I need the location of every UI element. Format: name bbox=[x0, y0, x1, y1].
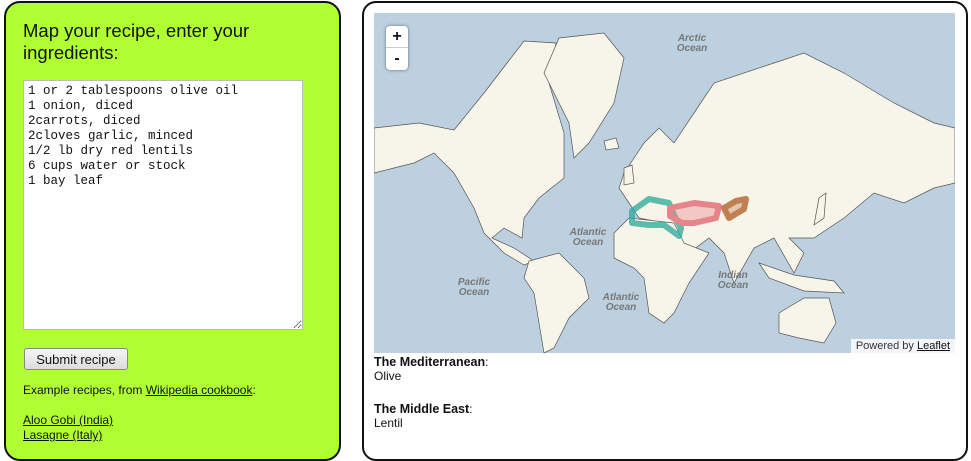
ocean-label: Arctic Ocean bbox=[677, 33, 708, 54]
japan-land bbox=[813, 192, 827, 226]
submit-recipe-button[interactable]: Submit recipe bbox=[24, 348, 128, 370]
wikipedia-cookbook-link[interactable]: Wikipedia cookbook bbox=[145, 383, 253, 397]
africa-land bbox=[613, 217, 710, 324]
result-ingredient: Olive bbox=[374, 369, 402, 383]
recipe-panel: Map your recipe, enter your ingredients:… bbox=[4, 1, 341, 461]
result-ingredient: Lentil bbox=[374, 416, 403, 430]
recipe-link-lasagne[interactable]: Lasagne (Italy) bbox=[23, 428, 103, 442]
zoom-out-button[interactable]: - bbox=[394, 50, 400, 67]
map-tiles: Arctic Ocean Atlantic Ocean Pacific Ocean A… bbox=[374, 32, 955, 353]
result-region: The Mediterranean bbox=[374, 355, 486, 369]
leaflet-link[interactable]: Leaflet bbox=[916, 340, 950, 352]
iceland-land bbox=[603, 137, 620, 151]
result-item: The Mediterranean: Olive bbox=[374, 355, 489, 383]
australia-land bbox=[778, 297, 837, 344]
region-middle-east bbox=[667, 200, 722, 226]
ocean-label: Pacific Ocean bbox=[458, 277, 491, 298]
ingredients-textarea[interactable]: 1 or 2 tablespoons olive oil 1 onion, di… bbox=[23, 80, 303, 330]
examples-suffix: : bbox=[252, 383, 256, 397]
result-region: The Middle East bbox=[374, 402, 470, 416]
attribution-text: Powered by bbox=[855, 340, 917, 352]
ocean-label: Atlantic Ocean bbox=[569, 227, 607, 248]
page-title: Map your recipe, enter your ingredients: bbox=[23, 20, 250, 63]
britain-land bbox=[623, 164, 635, 186]
ocean-label: Atlantic Ocean bbox=[602, 292, 640, 313]
region-mediterranean bbox=[629, 196, 684, 239]
recipe-link-aloo-gobi[interactable]: Aloo Gobi (India) bbox=[23, 413, 114, 427]
examples-prefix: Example recipes, from bbox=[23, 383, 146, 397]
zoom-in-button[interactable]: + bbox=[386, 26, 408, 48]
indonesia-land bbox=[758, 262, 845, 294]
south-america-land bbox=[523, 252, 590, 353]
result-item: The Middle East: Lentil bbox=[374, 402, 473, 430]
examples-text: Example recipes, from Wikipedia cookbook… bbox=[23, 383, 256, 397]
greenland-land bbox=[543, 32, 625, 159]
map-panel: Arctic Ocean Atlantic Ocean Pacific Ocean A… bbox=[362, 1, 968, 461]
map-attribution: Powered by Leaflet bbox=[850, 339, 955, 353]
zoom-control: + - bbox=[386, 26, 408, 70]
world-map[interactable]: Arctic Ocean Atlantic Ocean Pacific Ocean A… bbox=[374, 13, 955, 353]
ocean-label: Indian Ocean bbox=[718, 270, 749, 291]
region-central-asia bbox=[721, 196, 749, 221]
north-america-land bbox=[374, 40, 565, 266]
